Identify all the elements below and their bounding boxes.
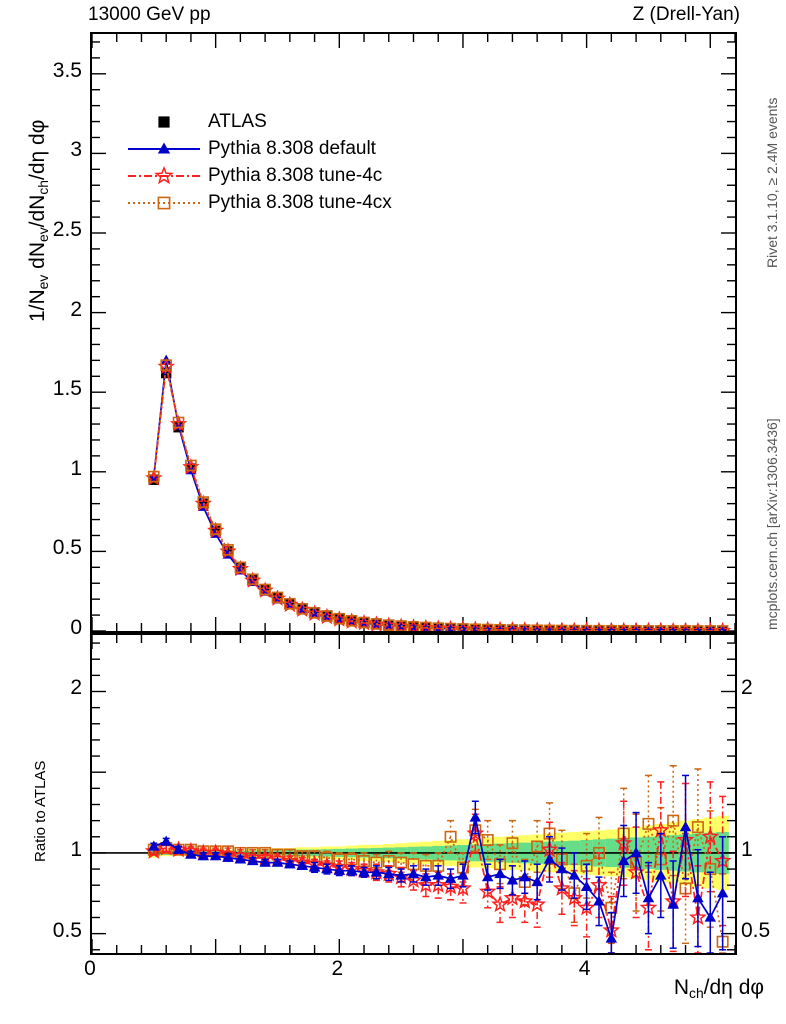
filled-square-marker [126,110,202,134]
open-square-marker [126,191,202,215]
legend-item-label: Pythia 8.308 default [208,137,376,159]
main-y-tick-label: 2 [70,297,82,321]
triangle-marker [126,137,202,161]
ratio-plot-canvas [92,635,735,953]
series-atlas-points [148,367,728,631]
main-y-tick-label: 1 [70,456,82,480]
main-plot-canvas [92,34,735,631]
series-tune4cx [148,359,729,631]
legend-item-2[interactable]: Pythia 8.308 tune-4c [126,162,426,189]
beam-energy-label: 13000 GeV pp [88,4,211,25]
ratio-y-tick-label: 2 [70,676,82,700]
star-marker [126,164,202,188]
ratio-y-tick-label: 0.5 [52,918,82,942]
legend-item-label: ATLAS [208,110,267,132]
main-y-tick-label: 0.5 [52,536,82,560]
series-tune4c [145,357,732,631]
ratio-y-tick-label-right: 1 [741,837,753,861]
legend-item-1[interactable]: Pythia 8.308 default [126,135,426,162]
x-tick-label: 4 [578,957,591,980]
legend-item-label: Pythia 8.308 tune-4cx [208,191,392,213]
legend-item-0[interactable]: ATLAS [126,108,426,135]
main-y-tick-label: 0 [70,616,82,639]
main-y-tick-label: 3 [70,138,82,162]
ratio-series-default [148,774,729,953]
x-tick-label: 0 [84,957,96,980]
series-default [148,354,726,631]
mcplots-credit: mcplots.cern.ch [arXiv:1306.3436] [764,418,780,630]
ratio-y-tick-label-right: 2 [741,676,753,700]
x-tick-label: 2 [331,957,344,980]
rivet-credit: Rivet 3.1.10, ≥ 2.4M events [764,97,780,268]
x-axis-title: Nch/dη dφ [673,976,764,1001]
main-y-tick-label: 1.5 [52,377,82,401]
ratio-plot-panel [90,633,737,955]
legend-item-3[interactable]: Pythia 8.308 tune-4cx [126,189,426,216]
legend: ATLAS Pythia 8.308 default Pythia 8.308 tu… [126,108,426,216]
process-label: Z (Drell-Yan) [632,4,740,25]
legend-item-label: Pythia 8.308 tune-4c [208,164,383,186]
ratio-y-tick-label-right: 0.5 [741,918,771,942]
main-y-tick-label: 2.5 [52,218,82,241]
ratio-y-tick-label: 1 [70,837,82,861]
main-plot-panel [90,32,737,633]
main-y-tick-label: 3.5 [52,58,82,82]
